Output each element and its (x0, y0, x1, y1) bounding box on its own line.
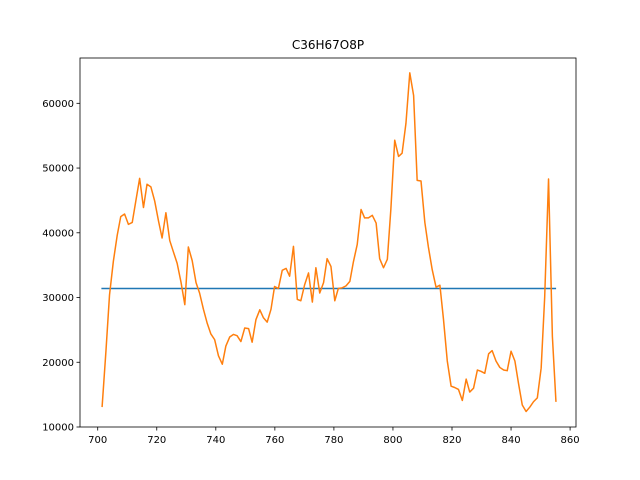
y-tick-label: 50000 (42, 164, 74, 175)
x-tick-label: 800 (383, 435, 402, 446)
x-tick-label: 820 (442, 435, 461, 446)
x-tick-label: 860 (561, 435, 580, 446)
axes-layer: 700 720 740 760 780 800 820 840 860 10000 20000 300… (42, 57, 580, 446)
y-tick-label: 10000 (42, 423, 74, 434)
x-tick-label: 760 (265, 435, 284, 446)
y-tick-label: 20000 (42, 358, 74, 369)
y-tick-label: 30000 (42, 293, 74, 304)
x-tick-label: 700 (88, 435, 107, 446)
y-tick-label: 60000 (42, 99, 74, 110)
y-tick-label: 40000 (42, 228, 74, 239)
x-tick-label: 780 (324, 435, 343, 446)
x-tick-label: 720 (147, 435, 166, 446)
x-tick-label: 740 (206, 435, 225, 446)
plot-frame (79, 57, 577, 428)
series-layer (101, 72, 557, 413)
chart-title: C36H67O8P (292, 38, 364, 52)
x-tick-label: 840 (502, 435, 521, 446)
series-line-2 (101, 72, 557, 413)
